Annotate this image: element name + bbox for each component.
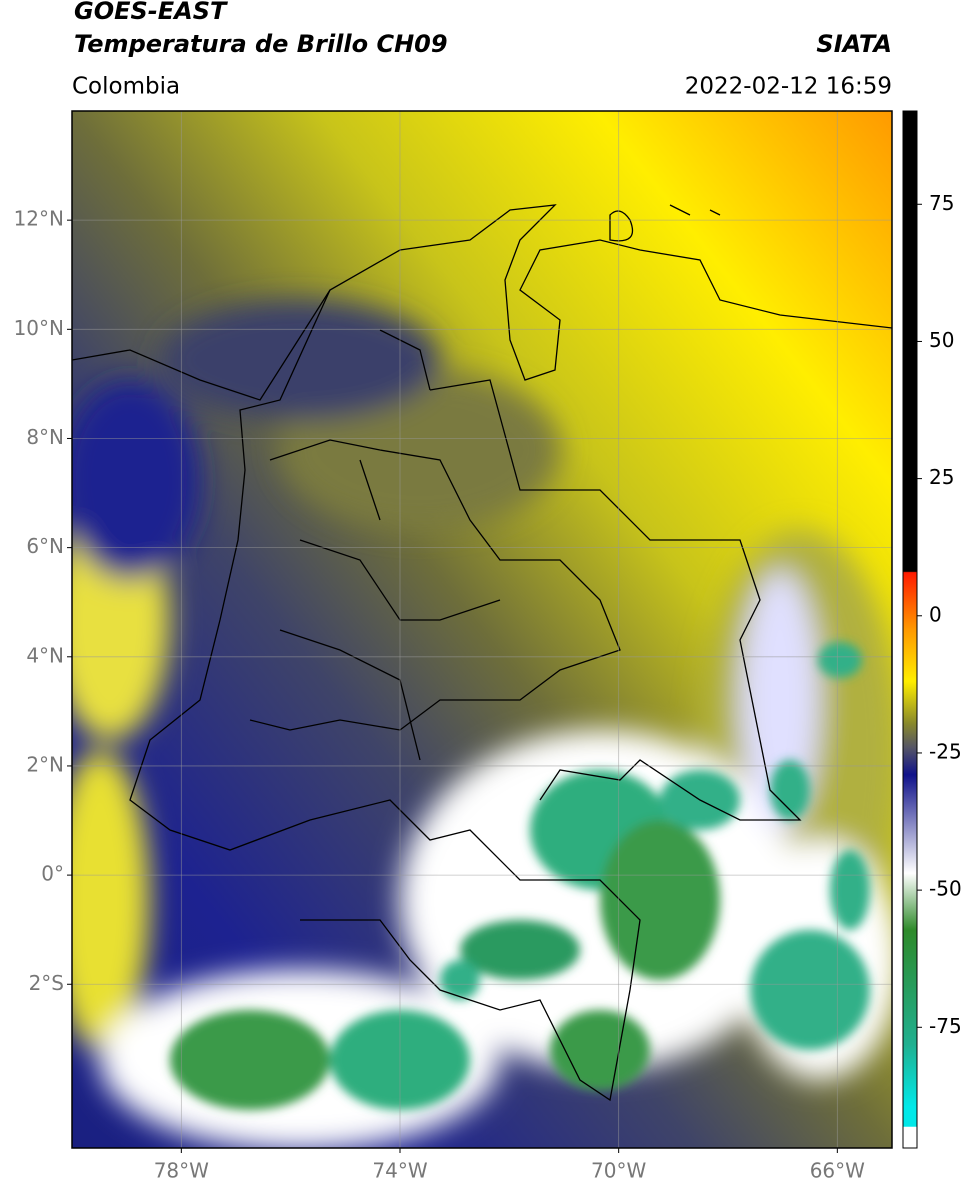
colorbar-tick-label: 0 [929,602,942,626]
colorbar-tick-label: -25 [929,739,962,763]
datetime: 2022-02-12 16:59 [685,74,892,100]
satellite-name: GOES-EAST [74,0,228,25]
satellite-image [72,111,892,1148]
colorbar-tick-label: 25 [929,465,954,489]
lat-tick-label: 2°S [29,971,64,995]
lat-tick-label: 6°N [26,534,64,558]
map-frame [71,110,893,1149]
colorbar-tick-label: -75 [929,1014,962,1038]
graticule [72,111,892,1148]
lat-tick-label: 4°N [26,643,64,667]
lat-tick-label: 12°N [14,207,64,231]
lon-tick-label: 70°W [591,1159,646,1183]
lon-tick-label: 78°W [154,1159,209,1183]
lat-tick-label: 8°N [26,425,64,449]
lat-tick-label: 0° [41,862,64,886]
colorbar-tick-label: -50 [929,877,962,901]
lat-tick-label: 2°N [26,752,64,776]
agency: SIATA [816,30,892,58]
colorbar-tick-label: 75 [929,191,954,215]
colorbar [902,110,918,1149]
lon-tick-label: 74°W [372,1159,427,1183]
lon-tick-label: 66°W [810,1159,865,1183]
colorbar-tick-label: 50 [929,328,954,352]
region: Colombia [72,74,180,100]
lat-tick-label: 10°N [14,316,64,340]
product-title: Temperatura de Brillo CH09 [74,30,448,58]
